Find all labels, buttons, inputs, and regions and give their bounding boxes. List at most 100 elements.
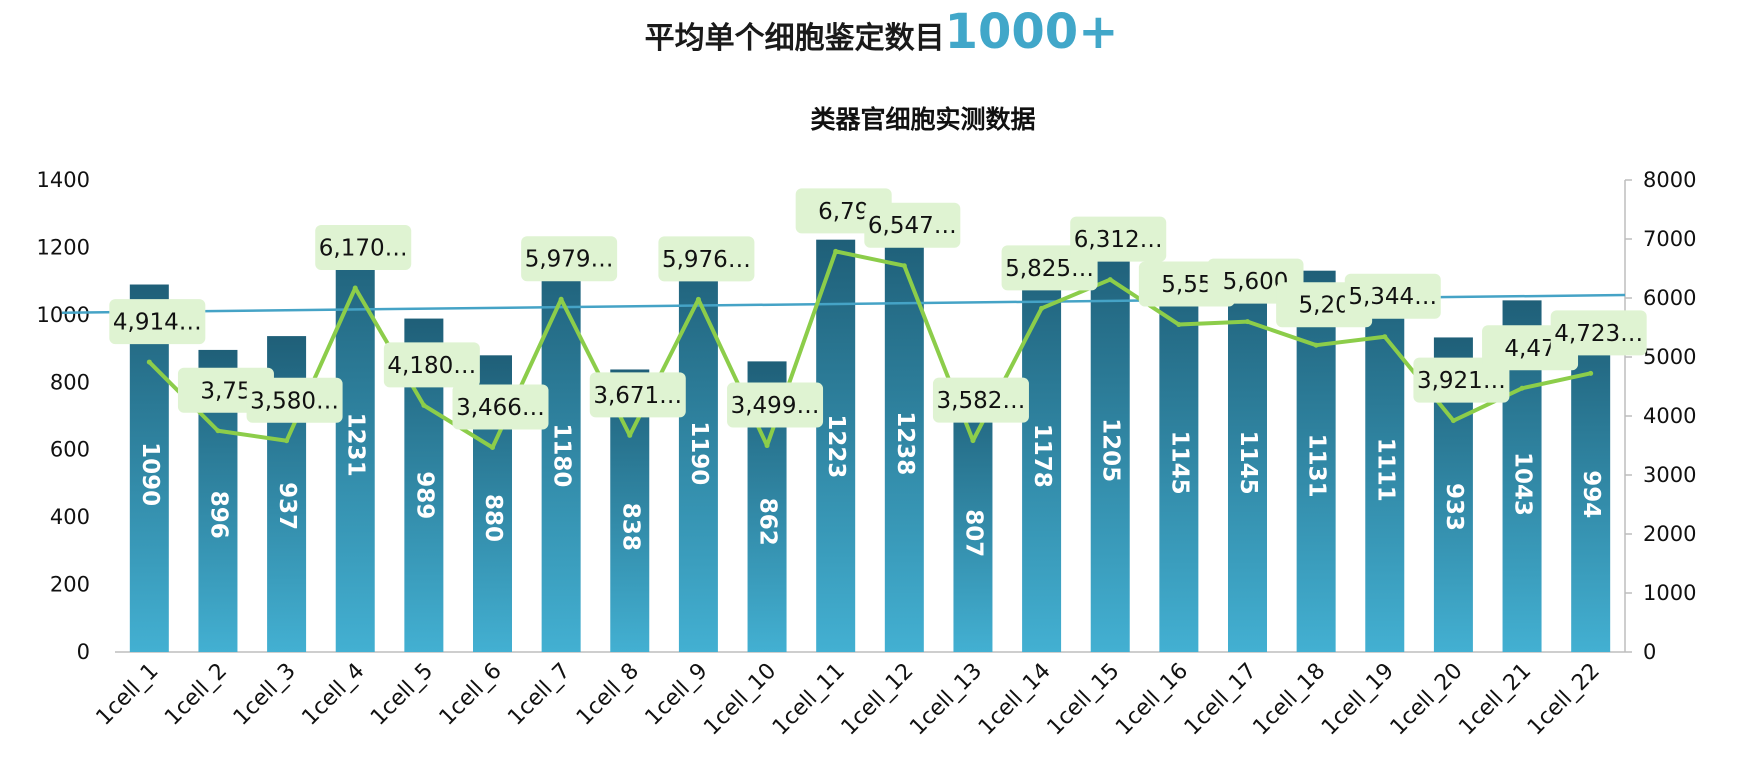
bar-value-label: 937 (274, 482, 300, 530)
chart-title: 类器官细胞实测数据 (810, 105, 1035, 134)
x-axis-label: 1cell_5 (366, 659, 438, 731)
line-label-box (1070, 216, 1167, 262)
line-point (558, 296, 564, 302)
bar-value-label: 933 (1441, 483, 1467, 531)
line-labels: 4,914… 3,753,580… 6,170… 4,180… 3,466… 5,979…… (109, 188, 1647, 430)
line-value-label: 3,499… (731, 393, 820, 419)
line-value-label: 5,979… (525, 247, 614, 273)
bar-value-label: 862 (755, 498, 781, 546)
x-axis-label: 1cell_10 (699, 659, 781, 741)
line-value-label: 6,170… (319, 235, 408, 261)
line-point (1450, 418, 1456, 424)
y-right-tick-label: 5000 (1643, 345, 1696, 369)
line-point (970, 438, 976, 444)
line-point (627, 432, 633, 438)
headline-text: 平均单个细胞鉴定数目 (644, 21, 945, 56)
line-point (1245, 319, 1250, 325)
x-axis-label: 1cell_12 (837, 659, 919, 741)
y-left-tick-label: 1400 (37, 168, 90, 192)
line-point (1039, 305, 1045, 311)
x-axis-label: 1cell_3 (229, 659, 301, 731)
y-right-tick-label: 6000 (1643, 286, 1696, 310)
bar-value-label: 1178 (1029, 424, 1055, 488)
line-label-box (932, 377, 1029, 423)
y-left-tick-label: 1200 (37, 235, 90, 259)
line-value-label: 4,723… (1554, 321, 1643, 347)
line-point (1588, 370, 1594, 376)
bar-value-label: 1205 (1098, 418, 1124, 482)
line-point (352, 285, 358, 291)
bar (1022, 254, 1062, 653)
bar-value-label: 1223 (823, 414, 849, 478)
line-value-label: 5,976… (662, 247, 751, 273)
line-label-box (727, 382, 824, 428)
y-right-tick-label: 7000 (1643, 227, 1696, 251)
line-value-label: 6,547… (868, 213, 957, 239)
y-left-tick-label: 600 (50, 438, 90, 462)
line-value-label: 3,921… (1417, 368, 1506, 394)
line-label-box (383, 342, 480, 388)
x-axis-label: 1cell_6 (435, 659, 507, 731)
line-value-label: 3,580… (250, 388, 339, 414)
x-axis-label: 1cell_4 (297, 659, 369, 731)
bar (816, 239, 856, 652)
axes: 0 200 400 600 800 1000 1200 1400 0 1000 2000 3000 40… (37, 168, 1697, 664)
line-label-box (1344, 273, 1441, 319)
line-point (1382, 334, 1388, 340)
bar-value-label: 896 (205, 491, 231, 539)
bar-value-label: 1190 (686, 421, 712, 485)
line-value-label: 3,466… (456, 395, 545, 421)
x-axis-label: 1cell_14 (974, 659, 1056, 741)
x-axis-label: 1cell_19 (1317, 659, 1399, 741)
x-axis-label: 1cell_13 (905, 659, 987, 741)
line-value-label: 3,75 (200, 378, 251, 404)
y-left-tick-label: 1000 (37, 303, 90, 327)
x-axis-label: 1cell_20 (1386, 659, 1468, 741)
line-value-label: 6,312… (1074, 227, 1163, 253)
y-left-tick-label: 0 (77, 640, 90, 664)
headline-highlight: 1000+ (944, 4, 1119, 60)
bar (1159, 265, 1199, 652)
line-label-box (246, 377, 343, 423)
y-right-tick-label: 4000 (1643, 404, 1696, 428)
bar-value-label: 1145 (1235, 431, 1261, 495)
y-right-tick-label: 8000 (1643, 168, 1696, 192)
line-label-box (658, 236, 755, 282)
bar-value-label: 1231 (343, 413, 369, 477)
line-value-label: 5,20 (1299, 293, 1350, 319)
bar (1090, 245, 1130, 652)
line-point (901, 263, 907, 269)
bar (678, 250, 718, 653)
line-value-label: 6,79 (818, 199, 869, 225)
line-point (833, 248, 839, 254)
x-axis-label: 1cell_11 (768, 659, 850, 741)
bar-value-label: 1145 (1166, 431, 1192, 495)
line-point (421, 402, 427, 408)
bar-value-label: 1043 (1510, 452, 1536, 516)
bar (953, 379, 993, 652)
line-label-box (452, 384, 549, 430)
y-left-tick-label: 800 (50, 370, 90, 394)
y-left-tick-label: 400 (50, 505, 90, 529)
x-axis-label: 1cell_1 (92, 659, 164, 731)
x-axis-label: 1cell_17 (1180, 659, 1262, 741)
bar-value-label: 1180 (549, 423, 575, 487)
line-value-label: 3,671… (593, 383, 682, 409)
line-point (764, 443, 770, 449)
bar-value-label: 994 (1578, 470, 1604, 518)
line-label-box (109, 299, 206, 345)
x-axis-label: 1cell_2 (160, 659, 232, 731)
bar-value-label: 1131 (1304, 434, 1330, 498)
bar-value-label: 838 (617, 503, 643, 551)
line-point (1176, 322, 1182, 328)
line-value-label: 4,914… (113, 310, 202, 336)
line-label-box (521, 236, 618, 282)
line-label-box (1550, 310, 1647, 356)
line-point (146, 359, 152, 365)
bar (541, 254, 581, 652)
line-label-box (315, 224, 412, 270)
line-point (284, 438, 290, 444)
y-right-tick-label: 3000 (1643, 463, 1696, 487)
